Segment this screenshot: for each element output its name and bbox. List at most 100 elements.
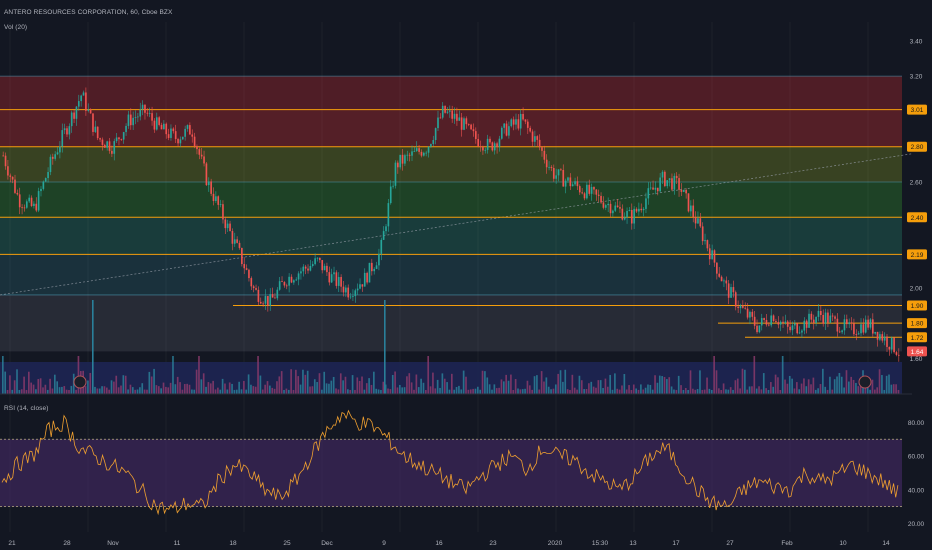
volume-bar [732, 389, 734, 394]
price-tick-label: 2.60 [910, 180, 923, 187]
level-tag-label: 2.40 [911, 215, 924, 222]
volume-bar [167, 387, 170, 394]
candle-body [846, 319, 848, 325]
time-tick-label: 13 [629, 540, 637, 547]
volume-bar [290, 369, 292, 394]
volume-bar [528, 385, 531, 394]
level-tag-label: 1.90 [911, 303, 924, 310]
candle-body [413, 151, 416, 152]
candle-body [269, 294, 272, 306]
candle-body [595, 189, 598, 195]
candle-body [148, 113, 151, 114]
candle-body [59, 146, 61, 153]
candle-body [250, 278, 253, 287]
volume-bar [110, 380, 113, 394]
time-axis[interactable]: 21 28 Nov 11 18 25 Dec 9 16 23 2020 15:30 13 17 27 Feb 1… [8, 540, 890, 547]
candle-body [812, 319, 815, 323]
volume-bar [399, 384, 401, 394]
volume-bar [838, 372, 841, 394]
price-axis[interactable]: 3.40 3.20 2.60 2.00 1.60 3.01 2.80 2.40 2.19 1.90… [907, 38, 927, 528]
candle-body [619, 207, 621, 209]
volume-bar [668, 377, 671, 394]
volume-bar [349, 389, 352, 394]
candle-body [252, 286, 255, 289]
candle-body [737, 306, 739, 309]
candle-body [347, 287, 350, 298]
volume-bar [777, 377, 779, 394]
rsi-indicator-label[interactable]: RSI (14, close) [4, 405, 49, 412]
candle-body [276, 289, 279, 299]
volume-bar [394, 371, 396, 394]
candle-body [803, 320, 806, 331]
volume-bar [632, 384, 635, 394]
volume-bar [491, 389, 493, 394]
candle-body [404, 155, 406, 164]
volume-bar [881, 375, 883, 394]
volume-indicator-label[interactable]: Vol (20) [4, 24, 28, 31]
level-tag [907, 104, 927, 115]
volume-bar [897, 389, 900, 394]
candle-body [394, 162, 397, 186]
volume-bar [486, 377, 489, 394]
volume-bar [524, 388, 526, 394]
candle-body [857, 333, 860, 335]
candle-body [120, 139, 123, 140]
candle-body [285, 285, 288, 287]
volume-bar [387, 388, 389, 394]
candle-body [760, 318, 763, 326]
volume-bar [675, 389, 678, 394]
candle-body [720, 276, 723, 282]
volume-bar [311, 386, 314, 394]
volume-bar [510, 374, 512, 394]
volume-bar [746, 389, 749, 394]
volume-bar [890, 384, 893, 394]
candle-body [656, 187, 659, 192]
candle-body [146, 112, 149, 114]
volume-bar [876, 387, 879, 394]
volume-bar [803, 378, 805, 394]
rsi-tick-label: 40.00 [908, 487, 925, 494]
volume-bar [228, 382, 231, 394]
rsi-tick-label: 60.00 [908, 454, 925, 461]
volume-bar [616, 388, 619, 394]
candle-body [290, 276, 293, 283]
candle-body [77, 101, 80, 107]
volume-bar [748, 386, 751, 394]
price-tick-label: 1.60 [910, 356, 923, 363]
volume-bar [35, 389, 37, 394]
volume-bar [734, 380, 737, 394]
candle-body [389, 186, 392, 204]
candle-body [134, 117, 137, 118]
level-tag-label: 1.80 [911, 321, 924, 328]
candle-body [193, 136, 196, 147]
candle-body [132, 117, 134, 126]
volume-bar [309, 386, 311, 394]
volume-bar [484, 371, 486, 394]
volume-bar [458, 385, 460, 394]
candle-body [82, 92, 85, 96]
volume-bar [198, 356, 200, 394]
volume-bar [316, 382, 318, 394]
volume-bar [502, 381, 505, 394]
candle-body [439, 117, 442, 119]
candle-body [375, 265, 378, 269]
candle-body [815, 316, 817, 323]
volume-bar [784, 379, 786, 394]
time-tick-label: 18 [229, 540, 237, 547]
candle-body [708, 248, 711, 260]
candle-body [226, 223, 229, 229]
price-tick-label: 3.20 [910, 74, 923, 81]
candle-body [323, 265, 326, 271]
volume-bar [195, 369, 198, 394]
candle-body [621, 208, 624, 220]
candle-body [271, 294, 274, 298]
volume-bar [441, 373, 444, 394]
volume-bar [406, 376, 408, 394]
candle-body [129, 114, 132, 126]
symbol-title[interactable]: ANTERO RESOURCES CORPORATION, 60, Cboe B… [4, 9, 173, 16]
volume-bar [323, 371, 326, 394]
volume-bar [4, 371, 7, 394]
candle-body [425, 152, 428, 154]
volume-bar [576, 389, 578, 394]
candle-body [550, 166, 553, 168]
